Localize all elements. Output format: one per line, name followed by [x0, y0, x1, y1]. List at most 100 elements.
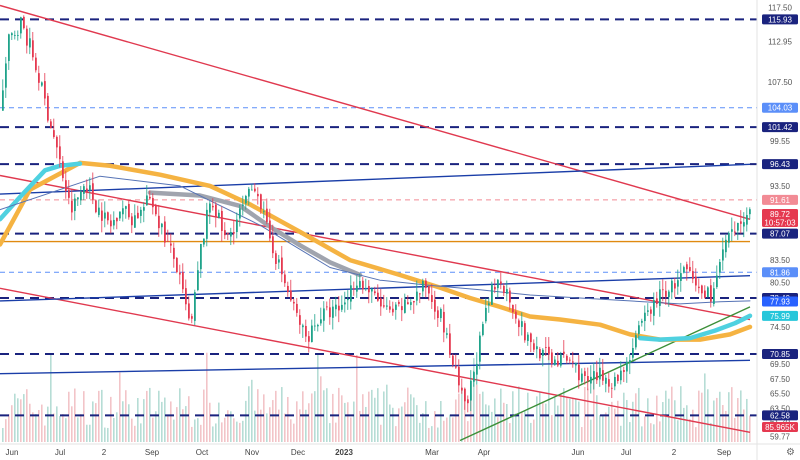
volume-bar — [575, 399, 577, 442]
volume-bar — [113, 418, 115, 442]
volume-bar — [617, 400, 619, 442]
candle-body — [725, 239, 727, 253]
volume-bar — [431, 426, 433, 442]
volume-bar — [746, 398, 748, 442]
volume-bar — [146, 390, 148, 442]
volume-bar — [5, 419, 7, 442]
gear-icon[interactable]: ⚙ — [786, 447, 795, 458]
volume-bar — [308, 403, 310, 442]
candle-body — [257, 193, 259, 197]
volume-bar — [35, 414, 37, 442]
candle-body — [254, 188, 256, 192]
volume-bar — [491, 411, 493, 442]
volume-bar — [527, 392, 529, 442]
candle-body — [563, 351, 565, 354]
volume-bar — [494, 398, 496, 442]
volume-bar — [248, 386, 250, 442]
candle-body — [476, 363, 478, 375]
candle-body — [428, 286, 430, 294]
candle-body — [167, 240, 169, 242]
candle-body — [419, 293, 421, 295]
volume-bar — [284, 413, 286, 442]
candle-body — [206, 209, 208, 239]
volume-bar — [245, 400, 247, 442]
volume-bar — [521, 412, 523, 442]
candle-body — [713, 288, 715, 304]
volume-bar — [359, 410, 361, 442]
candle-body — [317, 324, 319, 327]
candle-body — [185, 288, 187, 305]
candle-body — [323, 308, 325, 321]
volume-bar — [38, 410, 40, 442]
candle-body — [644, 312, 646, 322]
candle-body — [338, 305, 340, 311]
volume-bar — [2, 427, 4, 442]
volume-bar — [80, 414, 82, 442]
volume-bar — [44, 425, 46, 442]
candle-body — [137, 212, 139, 219]
candle-body — [353, 288, 355, 290]
volume-bar — [134, 425, 136, 442]
candle-body — [29, 38, 31, 48]
price-tick-label: 74.50 — [770, 323, 791, 332]
candle-body — [2, 90, 4, 111]
candle-body — [251, 189, 253, 191]
candle-body — [212, 205, 214, 208]
volume-bar — [140, 423, 142, 442]
volume-bar — [410, 394, 412, 442]
candle-body — [434, 299, 436, 312]
candle-body — [47, 95, 49, 121]
volume-bar — [143, 399, 145, 442]
price-tick-label: 107.50 — [768, 78, 793, 87]
volume-bar — [374, 397, 376, 442]
volume-bar — [98, 390, 100, 442]
candle-body — [392, 308, 394, 313]
volume-bar — [701, 392, 703, 442]
candle-body — [707, 287, 709, 298]
volume-bar — [86, 424, 88, 442]
candle-body — [470, 380, 472, 401]
volume-bar — [551, 415, 553, 442]
volume-bar — [641, 426, 643, 442]
candle-body — [521, 321, 523, 327]
volume-bar — [17, 398, 19, 442]
candle-body — [314, 325, 316, 327]
candle-body — [458, 366, 460, 386]
price-badge-label: 115.93 — [768, 15, 792, 24]
volume-bar — [47, 406, 49, 442]
candle-body — [116, 217, 118, 222]
candle-body — [410, 302, 412, 305]
candle-body — [467, 399, 469, 404]
volume-bar — [329, 423, 331, 442]
candle-body — [368, 285, 370, 293]
candle-body — [284, 274, 286, 284]
time-tick-label: Jul — [621, 448, 631, 457]
volume-bar — [590, 419, 592, 442]
candle-body — [512, 304, 514, 313]
volume-bar — [605, 412, 607, 442]
candle-body — [704, 290, 706, 298]
volume-bar — [278, 409, 280, 442]
candle-body — [557, 360, 559, 366]
price-badge-label: 104.03 — [768, 104, 793, 113]
candle-body — [734, 231, 736, 233]
volume-bar — [602, 414, 604, 442]
volume-bar — [662, 402, 664, 442]
volume-bar — [446, 417, 448, 442]
volume-bar — [77, 417, 79, 442]
price-badge-label: 96.43 — [770, 160, 791, 169]
candle-body — [611, 387, 613, 389]
candle-body — [59, 146, 61, 160]
candle-body — [92, 183, 94, 200]
candle-body — [668, 291, 670, 298]
support-resistance-lines — [0, 18, 757, 417]
volume-bar — [362, 394, 364, 442]
candle-body — [122, 208, 124, 215]
volume-bar — [149, 387, 151, 442]
candle-body — [641, 320, 643, 323]
time-tick-label: 2023 — [335, 448, 353, 457]
candle-body — [176, 257, 178, 273]
volume-bar — [671, 386, 673, 442]
